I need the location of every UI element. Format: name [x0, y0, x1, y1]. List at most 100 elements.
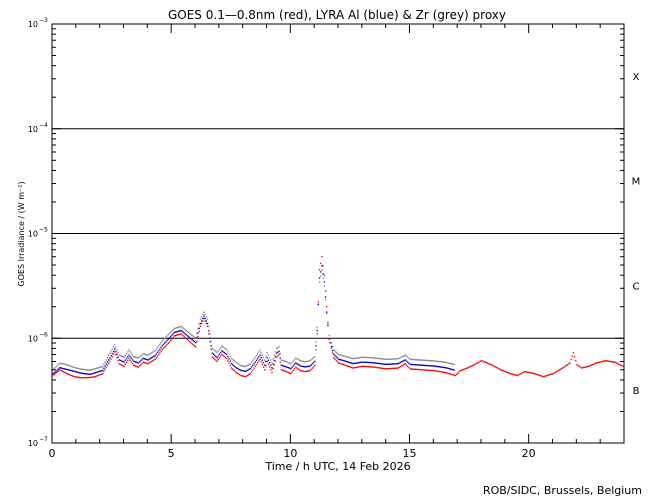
- data-point-lyra_zr: [357, 357, 359, 359]
- data-point-lyra_al: [427, 364, 429, 367]
- data-point-goes: [497, 367, 499, 370]
- data-point-goes: [199, 325, 202, 327]
- data-point-goes: [417, 368, 420, 371]
- x-tick-label: 20: [522, 447, 536, 460]
- data-point-lyra_zr: [380, 358, 383, 360]
- data-point-lyra_al: [321, 264, 323, 267]
- data-point-lyra_al: [85, 373, 87, 375]
- data-point-lyra_al: [446, 367, 448, 369]
- data-point-lyra_al: [177, 330, 179, 333]
- data-point-lyra_al: [335, 356, 337, 358]
- data-point-lyra_al: [149, 357, 151, 360]
- data-point-goes: [587, 365, 589, 368]
- data-point-lyra_zr: [358, 357, 360, 359]
- data-point-lyra_al: [348, 361, 350, 364]
- data-point-lyra_al: [211, 352, 213, 354]
- data-point-lyra_zr: [276, 347, 278, 350]
- x-tick-label: 10: [283, 447, 297, 460]
- data-point-lyra_zr: [394, 358, 396, 360]
- data-point-lyra_al: [370, 361, 372, 364]
- data-point-goes: [515, 374, 517, 376]
- data-point-lyra_zr: [421, 359, 423, 361]
- data-point-lyra_zr: [264, 359, 266, 361]
- data-point-lyra_al: [415, 364, 417, 366]
- data-point-goes: [413, 368, 415, 370]
- data-point-lyra_zr: [134, 356, 136, 358]
- data-point-goes: [377, 367, 379, 369]
- data-point-goes: [324, 290, 327, 292]
- data-point-goes: [233, 369, 235, 371]
- data-point-lyra_al: [349, 362, 352, 364]
- data-point-lyra_al: [162, 343, 165, 346]
- data-point-goes: [402, 364, 404, 366]
- data-point-goes: [459, 370, 461, 372]
- data-point-lyra_zr: [448, 362, 451, 364]
- data-point-lyra_al: [340, 359, 342, 361]
- data-point-goes: [316, 333, 318, 335]
- data-point-goes: [118, 363, 120, 365]
- data-point-goes: [224, 356, 227, 359]
- data-point-lyra_al: [187, 335, 190, 338]
- y-tick-label: 10: [28, 439, 38, 448]
- data-point-lyra_al: [414, 364, 416, 366]
- data-point-lyra_zr: [391, 358, 393, 360]
- data-point-lyra_zr: [88, 369, 91, 371]
- data-point-goes: [147, 363, 149, 365]
- data-point-lyra_al: [93, 372, 95, 374]
- data-point-lyra_al: [102, 369, 104, 372]
- data-point-lyra_al: [358, 362, 360, 364]
- data-point-goes: [434, 370, 436, 372]
- data-point-lyra_al: [280, 364, 283, 366]
- data-point-lyra_al: [389, 363, 391, 365]
- data-point-goes: [504, 371, 507, 373]
- data-point-goes: [191, 343, 193, 345]
- data-point-goes: [226, 357, 228, 360]
- data-point-lyra_al: [342, 359, 345, 362]
- data-point-lyra_zr: [273, 354, 275, 357]
- data-point-lyra_al: [189, 336, 191, 339]
- data-point-lyra_al: [291, 366, 293, 368]
- data-point-lyra_al: [87, 373, 90, 375]
- data-point-lyra_al: [223, 351, 225, 354]
- data-point-lyra_al: [125, 357, 128, 360]
- data-point-lyra_zr: [90, 369, 92, 371]
- data-point-goes: [401, 365, 403, 367]
- data-point-lyra_zr: [378, 357, 380, 360]
- data-point-goes: [404, 363, 406, 365]
- data-point-goes: [403, 363, 405, 366]
- data-point-lyra_zr: [445, 361, 447, 364]
- data-point-goes: [243, 375, 246, 378]
- data-point-lyra_zr: [386, 358, 389, 360]
- data-point-goes: [73, 375, 75, 378]
- data-point-goes: [193, 345, 196, 347]
- data-point-lyra_al: [117, 356, 119, 358]
- data-point-goes: [318, 269, 321, 271]
- data-point-lyra_zr: [119, 355, 122, 357]
- data-point-lyra_zr: [293, 358, 296, 361]
- data-point-goes: [376, 366, 378, 369]
- data-point-goes: [369, 366, 371, 368]
- data-point-lyra_al: [199, 322, 202, 325]
- data-point-goes: [484, 361, 486, 363]
- data-point-goes: [433, 370, 435, 372]
- data-point-lyra_zr: [189, 332, 191, 335]
- data-point-goes: [65, 372, 67, 374]
- data-point-lyra_zr: [301, 360, 303, 362]
- data-point-lyra_al: [383, 363, 385, 365]
- data-point-lyra_zr: [438, 360, 440, 363]
- data-point-goes: [242, 375, 244, 377]
- data-point-lyra_al: [257, 357, 259, 360]
- data-point-goes: [184, 336, 186, 338]
- data-point-lyra_zr: [144, 353, 147, 356]
- data-point-goes: [367, 366, 370, 368]
- data-point-goes: [153, 359, 155, 361]
- data-point-lyra_zr: [181, 326, 184, 329]
- data-point-lyra_zr: [231, 358, 234, 361]
- data-point-lyra_zr: [451, 363, 453, 365]
- data-point-lyra_zr: [261, 354, 263, 356]
- data-point-goes: [63, 371, 66, 373]
- data-point-goes: [104, 368, 106, 371]
- data-point-lyra_al: [210, 345, 212, 347]
- data-point-lyra_zr: [383, 358, 385, 360]
- data-point-goes: [526, 371, 528, 373]
